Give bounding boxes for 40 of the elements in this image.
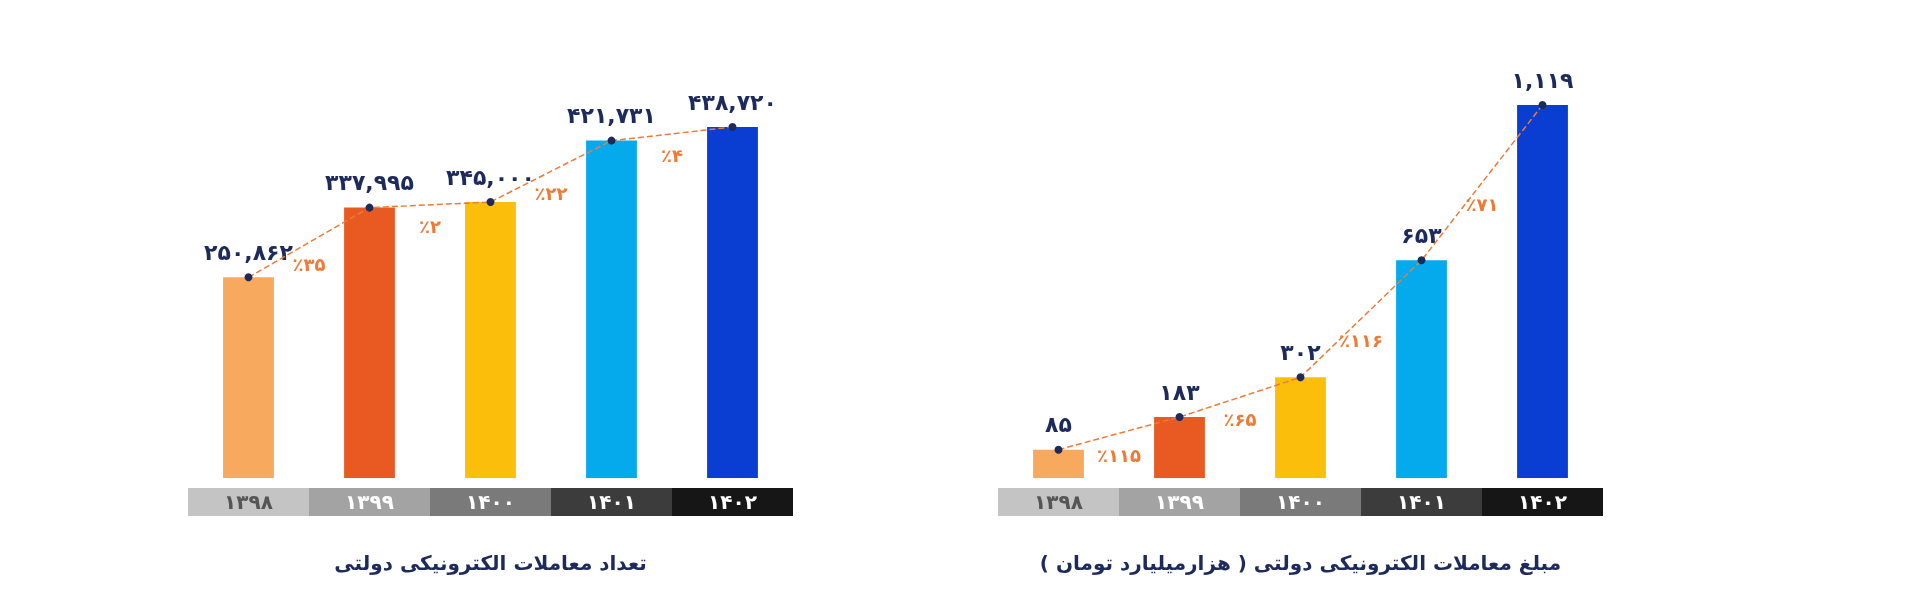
bar bbox=[707, 127, 758, 478]
data-label: ۴۳۸,۷۲۰ bbox=[688, 89, 777, 115]
x-axis-title: تعداد معاملات الکترونیکی دولتی bbox=[334, 551, 647, 575]
x-tick-label: ۱۳۹۸ bbox=[1034, 490, 1083, 514]
annotation: ٪۲۲ bbox=[534, 182, 568, 204]
annotation: ٪۱۱۵ bbox=[1097, 444, 1141, 466]
x-tick-label: ۱۴۰۱ bbox=[587, 490, 636, 514]
bar bbox=[1154, 417, 1205, 478]
bar bbox=[1033, 449, 1084, 478]
x-tick-label: ۱۳۹۹ bbox=[345, 490, 394, 514]
x-tick-label: ۱۴۰۱ bbox=[1397, 490, 1446, 514]
annotation: ٪۷۱ bbox=[1465, 194, 1499, 216]
annotation: ٪۶۵ bbox=[1223, 408, 1257, 430]
data-label: ۸۵ bbox=[1045, 412, 1072, 438]
x-axis-title: مبلغ معاملات الکترونیکی دولتی ( هزارمیلیارد تومان ) bbox=[1039, 551, 1562, 575]
bar bbox=[465, 202, 516, 478]
x-tick-label: ۱۴۰۰ bbox=[466, 490, 515, 514]
annotation: ٪۲ bbox=[419, 216, 441, 238]
data-label: ۲۵۰,۸۶۲ bbox=[204, 239, 294, 265]
bar bbox=[1517, 105, 1568, 478]
x-tick-label: ۱۳۹۸ bbox=[224, 490, 273, 514]
x-tick-label: ۱۴۰۲ bbox=[1518, 490, 1567, 514]
data-label: ۴۲۱,۷۳۱ bbox=[567, 103, 656, 129]
x-tick-label: ۱۴۰۲ bbox=[708, 490, 757, 514]
annotation: ٪۴ bbox=[661, 145, 683, 167]
x-tick-label: ۱۴۰۰ bbox=[1276, 490, 1325, 514]
bar bbox=[586, 140, 637, 478]
bar bbox=[223, 277, 274, 478]
data-label: ۳۰۲ bbox=[1280, 339, 1322, 365]
bar bbox=[1275, 377, 1326, 478]
data-label: ۱۸۳ bbox=[1159, 379, 1201, 405]
data-label: ۶۵۳ bbox=[1401, 222, 1443, 248]
data-label: ۳۴۵,۰۰۰ bbox=[446, 164, 535, 190]
bar bbox=[344, 207, 395, 478]
annotation: ٪۳۵ bbox=[292, 253, 326, 275]
annotation: ٪۱۱۶ bbox=[1339, 330, 1383, 352]
bar bbox=[1396, 260, 1447, 478]
data-label: ۳۳۷,۹۹۵ bbox=[325, 170, 414, 196]
data-label: ۱,۱۱۹ bbox=[1511, 67, 1574, 93]
x-tick-label: ۱۳۹۹ bbox=[1155, 490, 1204, 514]
